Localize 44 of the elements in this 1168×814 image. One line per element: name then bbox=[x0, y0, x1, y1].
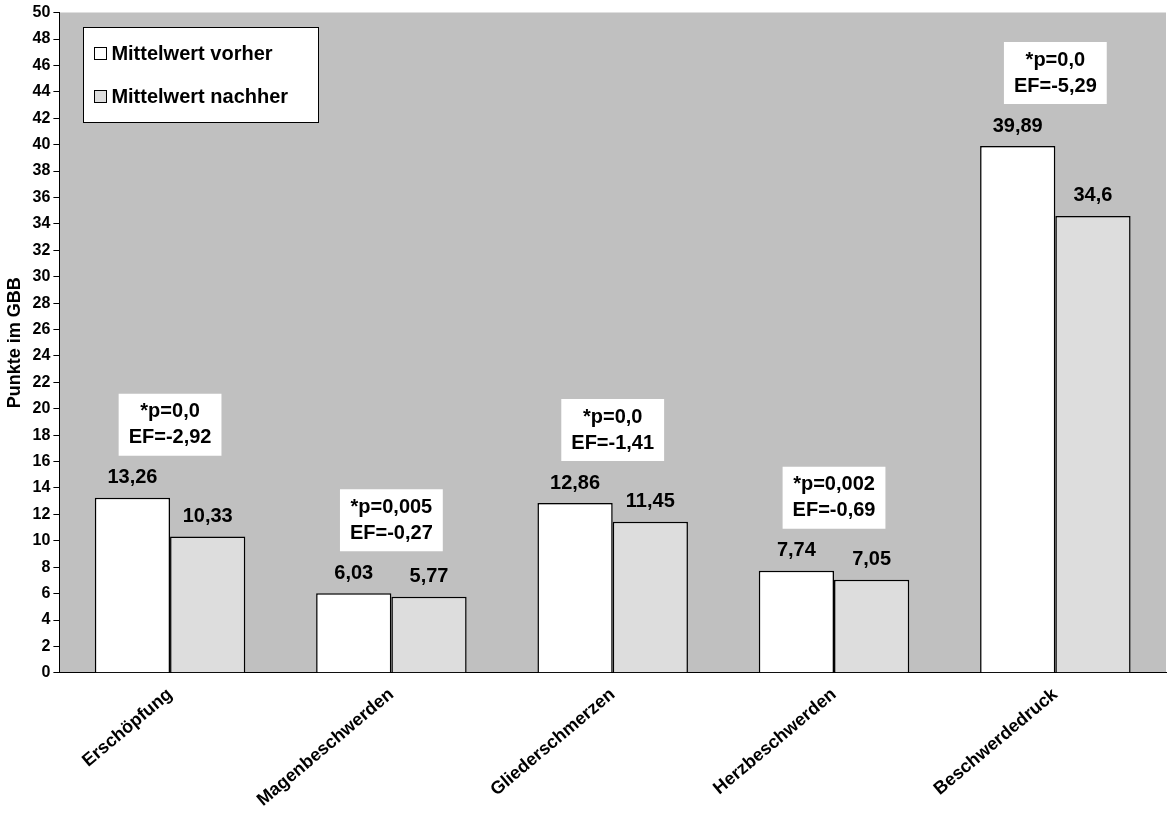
data-label: 10,33 bbox=[182, 503, 233, 526]
y-tick-label: 50 bbox=[32, 3, 51, 21]
data-label: 39,89 bbox=[992, 113, 1043, 136]
y-tick-label: 34 bbox=[32, 214, 51, 232]
legend-label: Mittelwert vorher bbox=[111, 41, 273, 65]
annotation: *p=0,0 EF=-2,92 bbox=[128, 399, 212, 448]
data-label: 12,86 bbox=[550, 470, 601, 493]
y-tick-label: 26 bbox=[32, 319, 51, 337]
data-label: 5,77 bbox=[409, 564, 449, 587]
y-tick-label: 18 bbox=[32, 425, 51, 443]
y-tick-label: 0 bbox=[41, 663, 51, 681]
y-tick-label: 12 bbox=[32, 504, 51, 522]
y-tick-label: 20 bbox=[32, 399, 51, 417]
y-tick-label: 48 bbox=[32, 29, 51, 47]
legend-label: Mittelwert nachher bbox=[111, 84, 289, 108]
y-tick-label: 14 bbox=[32, 478, 51, 496]
y-tick-label: 16 bbox=[32, 451, 51, 469]
annotation: *p=0,005 EF=-0,27 bbox=[349, 494, 433, 543]
y-tick-label: 22 bbox=[32, 372, 51, 390]
annotation: *p=0,0 EF=-1,41 bbox=[571, 404, 655, 453]
y-tick-label: 24 bbox=[32, 346, 51, 364]
y-tick-label: 4 bbox=[41, 610, 51, 628]
data-label: 6,03 bbox=[334, 560, 374, 583]
data-label: 13,26 bbox=[107, 465, 158, 488]
annotation: *p=0,002 EF=-0,69 bbox=[792, 472, 876, 521]
y-tick-label: 36 bbox=[32, 187, 51, 205]
y-tick-label: 6 bbox=[41, 584, 51, 602]
annotation: *p=0,0 EF=-5,29 bbox=[1013, 47, 1097, 96]
y-tick-label: 38 bbox=[32, 161, 51, 179]
y-tick-label: 8 bbox=[41, 557, 51, 575]
y-tick-label: 2 bbox=[41, 636, 51, 654]
y-tick-label: 46 bbox=[32, 55, 51, 73]
data-label: 7,05 bbox=[852, 547, 892, 570]
y-tick-label: 32 bbox=[32, 240, 51, 258]
data-label: 7,74 bbox=[776, 538, 817, 561]
y-tick-label: 40 bbox=[32, 135, 51, 153]
y-tick-label: 44 bbox=[32, 82, 51, 100]
y-tick-label: 28 bbox=[32, 293, 51, 311]
data-label: 34,6 bbox=[1073, 183, 1113, 206]
y-axis-title: Punkte im GBB bbox=[3, 277, 24, 409]
y-tick-label: 10 bbox=[32, 531, 51, 549]
y-tick-label: 30 bbox=[32, 267, 51, 285]
data-label: 11,45 bbox=[625, 489, 675, 512]
y-tick-label: 42 bbox=[32, 108, 51, 126]
